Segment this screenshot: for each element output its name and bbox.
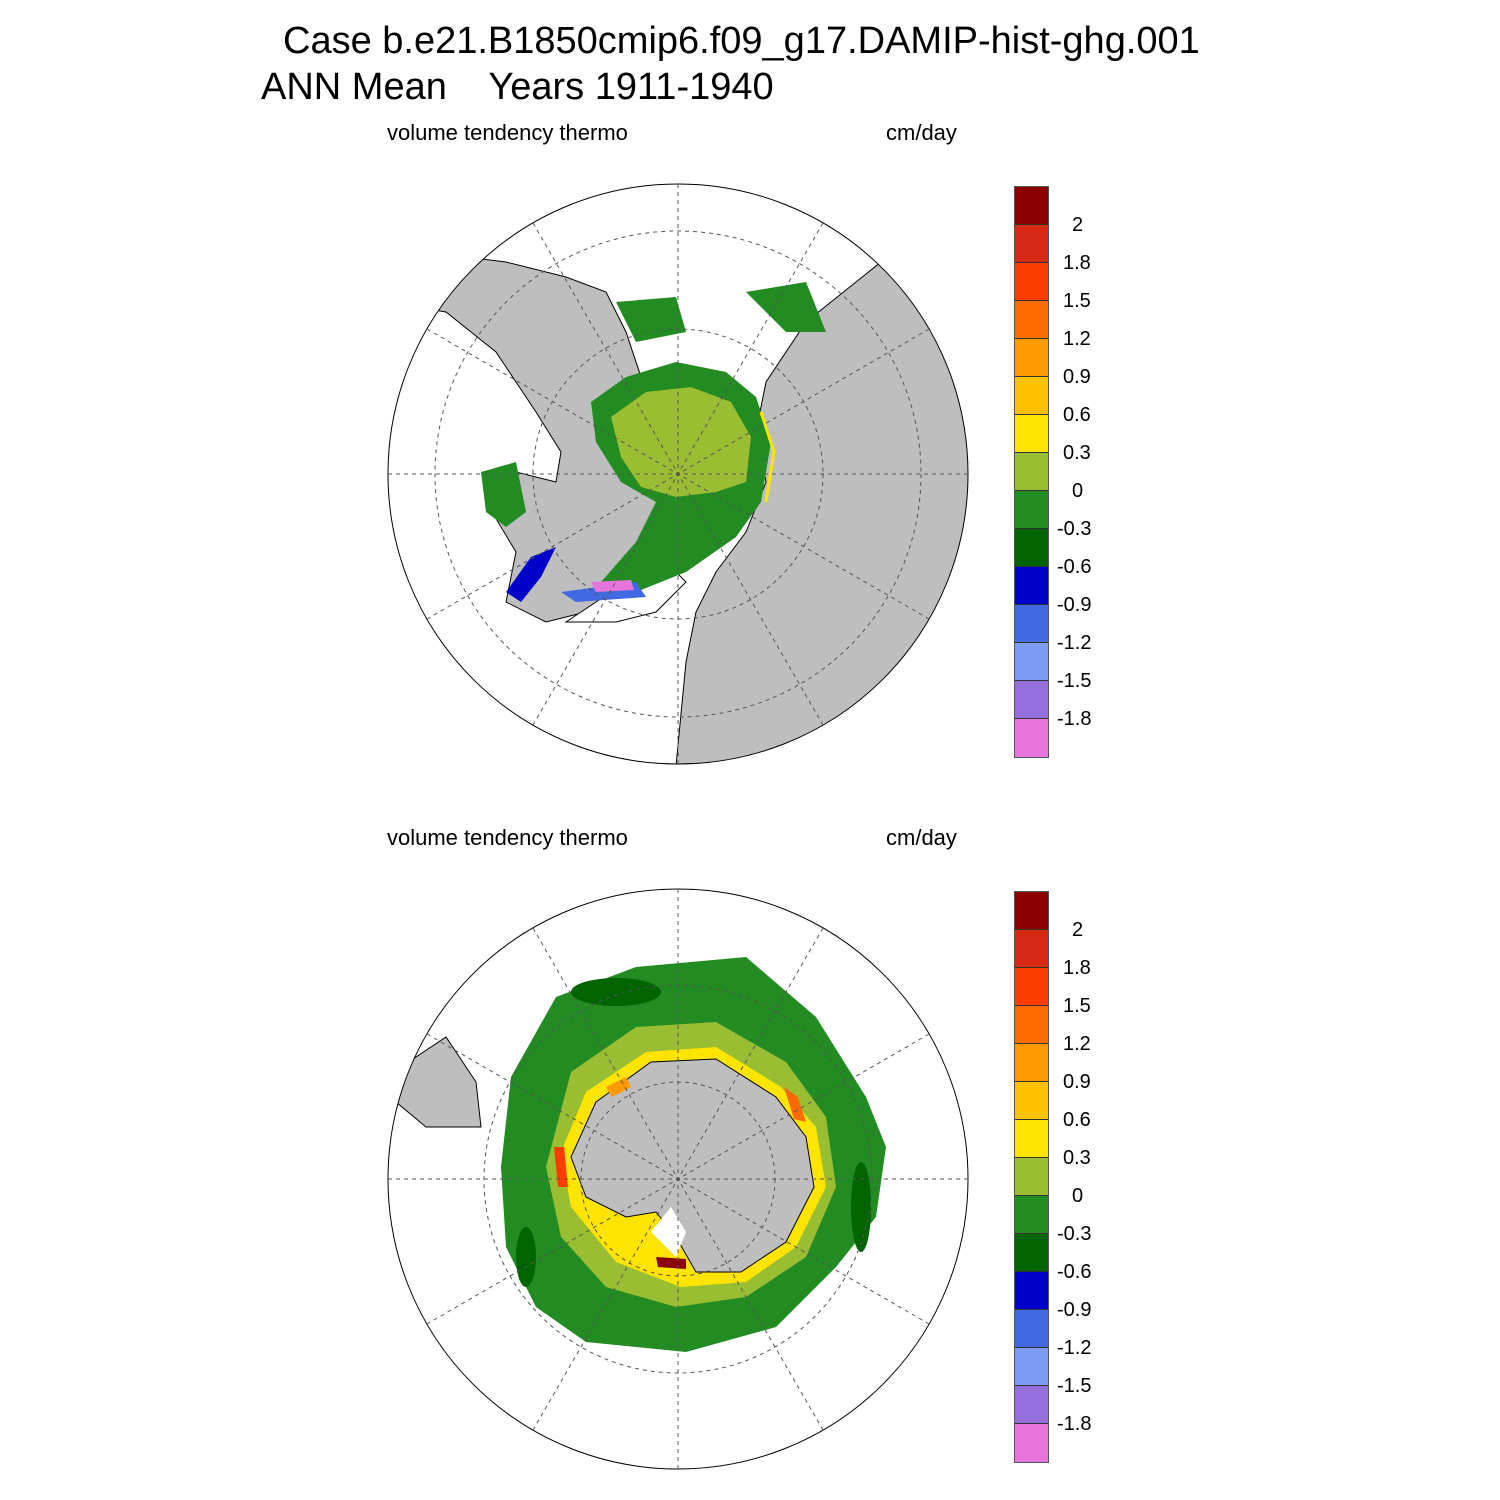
north-variable-label: volume tendency thermo xyxy=(387,120,628,145)
colorbar-swatch xyxy=(1015,1120,1048,1158)
arctic-ice-inner xyxy=(611,387,751,497)
dark-ice-band-2 xyxy=(851,1162,871,1252)
colorbar-swatch xyxy=(1015,681,1048,719)
colorbar-tick-label: 2 xyxy=(1072,214,1084,236)
colorbar-tick-label: 0.6 xyxy=(1063,1109,1091,1131)
colorbar-swatch xyxy=(1015,1006,1048,1044)
colorbar-swatch xyxy=(1015,1348,1048,1386)
period-label: ANN Mean xyxy=(261,66,447,108)
colorbar-tick-label: -1.5 xyxy=(1057,670,1092,692)
colorbar-swatch xyxy=(1015,1044,1048,1082)
colorbar-tick-label: 1.8 xyxy=(1063,957,1091,979)
antarctica-land xyxy=(570,1058,815,1273)
colorbar-tick-label: 1.2 xyxy=(1063,328,1091,350)
coast-hot-1 xyxy=(554,1147,568,1187)
colorbar-tick-label: 0.3 xyxy=(1063,1147,1091,1169)
okhotsk-ice xyxy=(746,282,826,332)
ice-edge-yellow xyxy=(759,411,776,503)
coast-hot-4 xyxy=(606,1077,631,1097)
period-title: ANN Mean Years 1911-1940 xyxy=(261,66,774,109)
colorbar-swatch xyxy=(1015,1310,1048,1348)
colorbar-swatch xyxy=(1015,968,1048,1006)
dark-ice-band-3 xyxy=(516,1227,536,1287)
colorbar-tick-label: 0.3 xyxy=(1063,442,1091,464)
dark-ice-band-1 xyxy=(571,978,661,1006)
colorbar-swatch xyxy=(1015,225,1048,263)
colorbar-tick-label: -0.3 xyxy=(1057,1223,1092,1245)
coast-hot-3 xyxy=(784,1087,806,1122)
colorbar-tick-label: -1.5 xyxy=(1057,1375,1092,1397)
colorbar-swatch xyxy=(1015,491,1048,529)
colorbar-swatch xyxy=(1015,453,1048,491)
hudson-ice xyxy=(481,462,526,527)
south-polar-map xyxy=(387,888,969,1470)
colorbar-tick-label: -0.3 xyxy=(1057,518,1092,540)
colorbar-swatch xyxy=(1015,529,1048,567)
colorbar-swatch xyxy=(1015,301,1048,339)
colorbar-tick-label: 2 xyxy=(1072,919,1084,941)
colorbar-tick-label: 0.9 xyxy=(1063,366,1091,388)
colorbar-swatch xyxy=(1015,1158,1048,1196)
colorbar-tick-label: 1.5 xyxy=(1063,995,1091,1017)
colorbar-tick-label: -0.9 xyxy=(1057,1299,1092,1321)
colorbar-tick-label: -1.8 xyxy=(1057,708,1092,730)
colorbar-tick-label: 1.8 xyxy=(1063,252,1091,274)
colorbar-tick-label: -0.6 xyxy=(1057,556,1092,578)
colorbar-swatch xyxy=(1015,415,1048,453)
colorbar-tick-label: 0 xyxy=(1072,480,1084,502)
colorbar-tick-label: 0.9 xyxy=(1063,1071,1091,1093)
south-variable-label: volume tendency thermo xyxy=(387,825,628,850)
north-polar-map xyxy=(387,183,969,765)
bering-ice xyxy=(616,297,686,342)
colorbar-swatch xyxy=(1015,892,1048,930)
case-title: Case b.e21.B1850cmip6.f09_g17.DAMIP-hist… xyxy=(283,20,1200,62)
colorbar-tick-label: -1.8 xyxy=(1057,1413,1092,1435)
colorbar-tick-label: 0.6 xyxy=(1063,404,1091,426)
colorbar-swatch xyxy=(1015,1234,1048,1272)
colorbar-swatch xyxy=(1015,377,1048,415)
years-label: Years 1911-1940 xyxy=(488,66,774,108)
south-colorbar xyxy=(1014,891,1049,1463)
colorbar-tick-label: 0 xyxy=(1072,1185,1084,1207)
colorbar-swatch xyxy=(1015,567,1048,605)
north-units-label: cm/day xyxy=(886,120,957,145)
south-units-label: cm/day xyxy=(886,825,957,850)
colorbar-tick-label: -1.2 xyxy=(1057,632,1092,654)
colorbar-swatch xyxy=(1015,339,1048,377)
north-colorbar xyxy=(1014,186,1049,758)
colorbar-tick-label: -0.6 xyxy=(1057,1261,1092,1283)
colorbar-swatch xyxy=(1015,605,1048,643)
ross-sea-notch xyxy=(651,1207,686,1257)
greenland-sea-pink xyxy=(591,580,634,592)
colorbar-tick-label: 1.5 xyxy=(1063,290,1091,312)
colorbar-swatch xyxy=(1015,719,1048,757)
colorbar-swatch xyxy=(1015,1424,1048,1462)
colorbar-swatch xyxy=(1015,930,1048,968)
colorbar-swatch xyxy=(1015,187,1048,225)
colorbar-swatch xyxy=(1015,1272,1048,1310)
colorbar-tick-label: 1.2 xyxy=(1063,1033,1091,1055)
colorbar-swatch xyxy=(1015,643,1048,681)
colorbar-swatch xyxy=(1015,263,1048,301)
colorbar-tick-label: -0.9 xyxy=(1057,594,1092,616)
colorbar-swatch xyxy=(1015,1196,1048,1234)
colorbar-tick-label: -1.2 xyxy=(1057,1337,1092,1359)
labrador-ice xyxy=(506,547,556,602)
colorbar-swatch xyxy=(1015,1082,1048,1120)
colorbar-swatch xyxy=(1015,1386,1048,1424)
